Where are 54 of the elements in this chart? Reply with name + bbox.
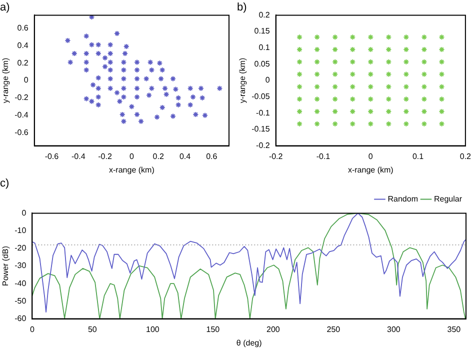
x-axis-title: θ (deg) [236, 338, 262, 348]
y-tick-label: -0.2 [256, 141, 270, 150]
x-tick-label: 200 [266, 324, 280, 334]
chart-title: a) [0, 2, 10, 14]
y-tick-label: 0 [24, 76, 29, 85]
y-tick-label: 0.15 [254, 26, 270, 36]
x-tick-label: 0.2 [460, 152, 472, 161]
y-tick-label: -30 [14, 261, 27, 270]
y-tick-label: -0.1 [256, 108, 270, 118]
x-tick-label: -0.2 [268, 152, 284, 161]
y-tick-label: 0.1 [258, 43, 270, 52]
y-tick-label: -40 [14, 278, 27, 288]
x-tick-label: 0.6 [206, 152, 218, 161]
x-tick-label: 0 [129, 152, 134, 161]
legend-label: Random [388, 194, 418, 204]
x-tick-label: 250 [326, 324, 341, 334]
x-tick-label: 0 [368, 152, 374, 161]
x-tick-label: 100 [146, 324, 160, 334]
y-tick-label: -10 [14, 226, 27, 236]
x-tick-label: -0.6 [44, 152, 60, 161]
x-tick-label: 150 [206, 324, 220, 334]
x-tick-label: -0.1 [316, 152, 331, 161]
y-tick-label: 0.2 [17, 58, 29, 68]
y-tick-label: 0.2 [258, 10, 270, 20]
y-tick-label: 0.6 [17, 23, 29, 32]
x-tick-label: 0.4 [179, 152, 192, 161]
y-tick-label: 0.05 [254, 59, 270, 68]
chart-title: b) [237, 2, 247, 14]
y-axis-title: y-range (km) [1, 57, 10, 104]
x-tick-label: 0.2 [152, 152, 164, 161]
y-tick-label: 0.4 [17, 40, 29, 50]
x-tick-label: -0.2 [98, 152, 112, 161]
x-tick-label: -0.4 [71, 152, 86, 161]
y-axis-title: Power (dB) [1, 246, 10, 286]
y-tick-label: 0 [265, 76, 270, 85]
x-axis-title: x-range (km) [348, 165, 394, 174]
x-tick-label: 300 [387, 324, 401, 334]
y-tick-label: -20 [14, 244, 27, 253]
x-tick-label: 0.1 [412, 152, 424, 161]
chart-title: c) [0, 178, 10, 190]
legend-label: Regular [434, 194, 462, 204]
y-tick-label: -0.6 [14, 128, 29, 137]
x-tick-label: 50 [88, 324, 98, 334]
y-tick-label: -0.15 [252, 124, 270, 134]
y-tick-label: -0.05 [252, 92, 270, 102]
y-tick-label: -60 [14, 314, 27, 324]
y-axis-title: y-range (km) [238, 57, 248, 104]
y-tick-label: -0.2 [14, 93, 29, 102]
y-tick-label: 0 [22, 208, 27, 218]
x-tick-label: 350 [447, 324, 462, 334]
x-axis-title: x-range (km) [109, 165, 155, 174]
y-tick-label: -50 [14, 296, 27, 306]
y-tick-label: -0.4 [14, 110, 29, 120]
x-tick-label: 0 [30, 324, 35, 334]
